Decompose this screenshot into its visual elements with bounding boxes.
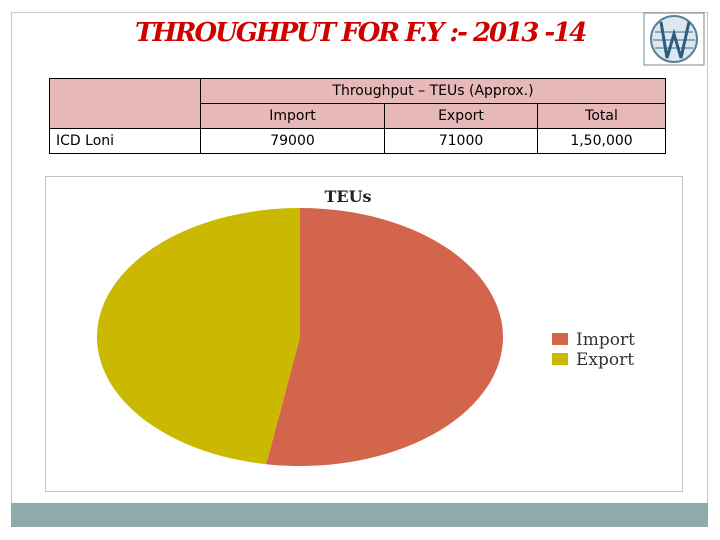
legend-label-import: Import [576, 330, 635, 350]
cell-import: 79000 [200, 128, 385, 154]
table-group-header: Throughput – TEUs (Approx.) [200, 78, 666, 104]
column-header-import: Import [200, 103, 385, 129]
legend-swatch-import [552, 333, 568, 345]
legend-swatch-export [552, 353, 568, 365]
cell-export: 71000 [384, 128, 538, 154]
slide-title: THROUGHPUT FOR F.Y :- 2013 -14 [135, 18, 587, 48]
throughput-table: Throughput – TEUs (Approx.) Import Expor… [49, 78, 666, 154]
table-row: ICD Loni 79000 71000 1,50,000 [49, 128, 666, 154]
bottom-bar [11, 503, 708, 527]
column-header-total: Total [537, 103, 666, 129]
legend-label-export: Export [576, 350, 634, 370]
table-corner-cell [49, 78, 201, 129]
company-logo-icon [643, 12, 705, 66]
chart-area: TEUs Import Export [45, 176, 683, 492]
chart-title: TEUs [324, 187, 371, 206]
column-header-export: Export [384, 103, 538, 129]
row-label: ICD Loni [49, 128, 201, 154]
pie-slice-import [266, 208, 504, 467]
cell-total: 1,50,000 [537, 128, 666, 154]
pie-slice-export [97, 208, 300, 465]
